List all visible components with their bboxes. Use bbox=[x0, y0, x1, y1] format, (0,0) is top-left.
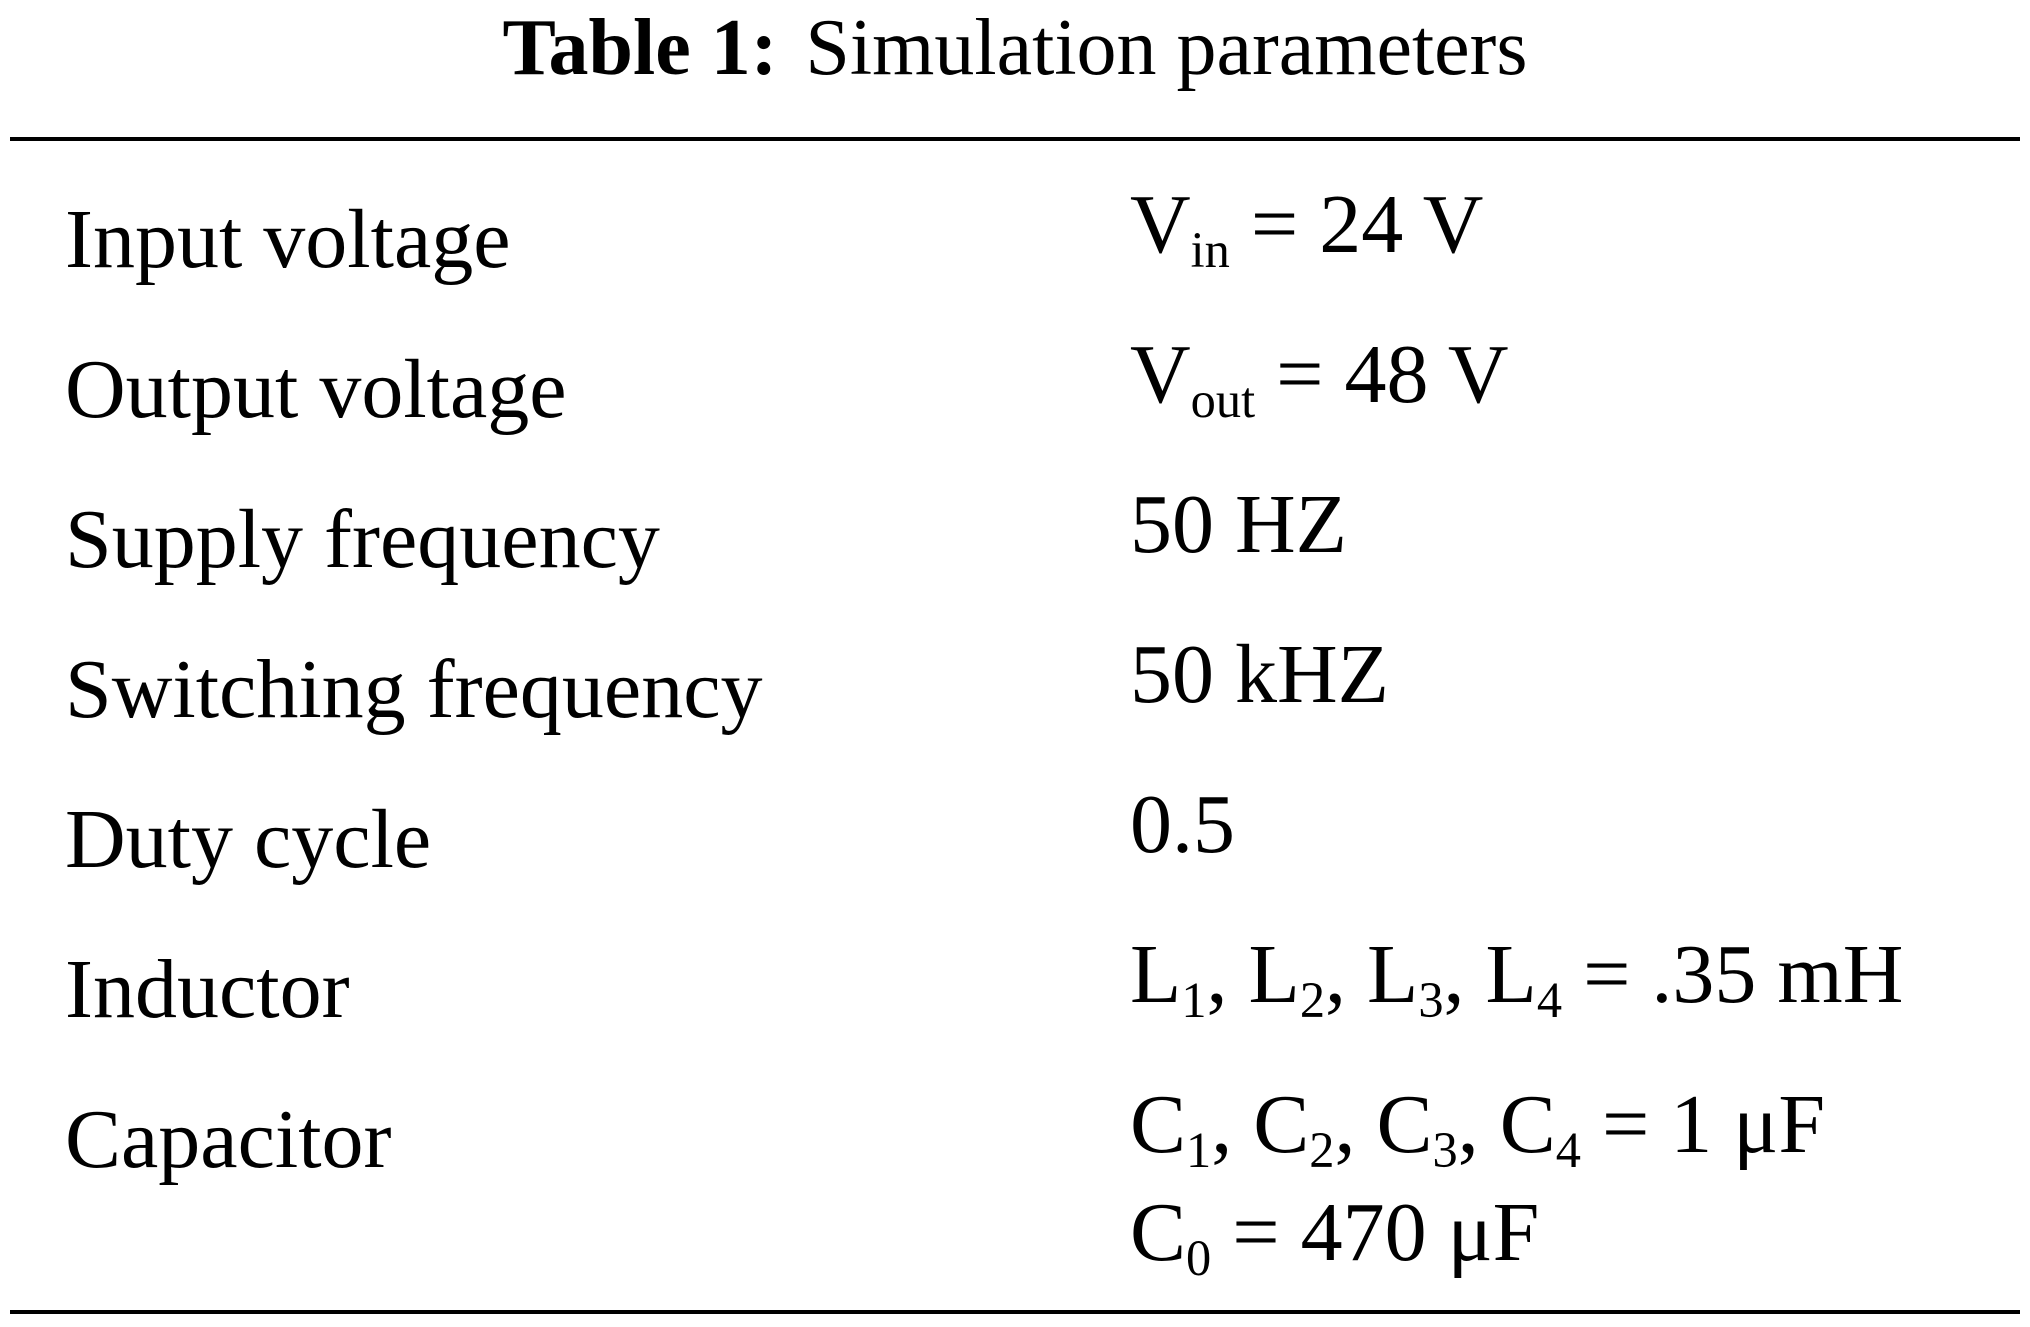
row-value: C0 = 470 μF bbox=[1130, 1186, 1540, 1287]
row-value: 50 kHZ bbox=[1130, 628, 1389, 721]
row-value: 50 HZ bbox=[1130, 478, 1347, 571]
bottom-rule bbox=[10, 1310, 2020, 1314]
row-label: Supply frequency bbox=[65, 493, 660, 586]
row-label: Input voltage bbox=[65, 193, 511, 286]
row-label: Inductor bbox=[65, 943, 350, 1036]
caption-label: Table 1: bbox=[502, 4, 778, 92]
table-caption: Table 1: Simulation parameters bbox=[0, 0, 2030, 96]
row-value: Vout = 48 V bbox=[1130, 328, 1509, 429]
row-value: C1, C2, C3, C4 = 1 μF bbox=[1130, 1078, 1826, 1179]
row-value: 0.5 bbox=[1130, 778, 1235, 871]
row-label: Output voltage bbox=[65, 343, 567, 436]
row-value: Vin = 24 V bbox=[1130, 178, 1484, 279]
row-value: L1, L2, L3, L4 = .35 mH bbox=[1130, 928, 1904, 1029]
row-label: Capacitor bbox=[65, 1093, 392, 1186]
row-label: Switching frequency bbox=[65, 643, 763, 736]
caption-text: Simulation parameters bbox=[805, 4, 1528, 92]
row-label: Duty cycle bbox=[65, 793, 432, 886]
top-rule bbox=[10, 137, 2020, 141]
